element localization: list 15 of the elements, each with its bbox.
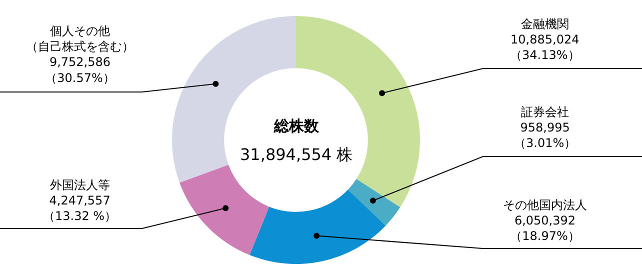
- data-label: 4,247,557 （13.32 %）: [43, 194, 117, 224]
- donut-slice: [180, 164, 270, 255]
- slice-label: 金融機関: [520, 17, 569, 31]
- donut-slice: [250, 190, 386, 264]
- slice-label: 外国法人等: [50, 178, 110, 192]
- text: 総株数: [273, 117, 320, 135]
- slice-label: その他国内法人: [503, 198, 587, 212]
- data-label: 10,885,024 （34.13%）: [510, 32, 580, 62]
- slice-label: 証券会社: [521, 105, 570, 119]
- data-label: 6,050,392 （18.97%）: [510, 214, 580, 244]
- donut-slice: [348, 179, 400, 226]
- data-label: 9,752,586 （30.57%）: [45, 55, 115, 85]
- text: 31,894,554 株: [240, 145, 353, 164]
- slice-label: 個人その他（自己株式を含む）: [26, 24, 134, 54]
- data-label: 958,995 （3.01%）: [514, 120, 576, 150]
